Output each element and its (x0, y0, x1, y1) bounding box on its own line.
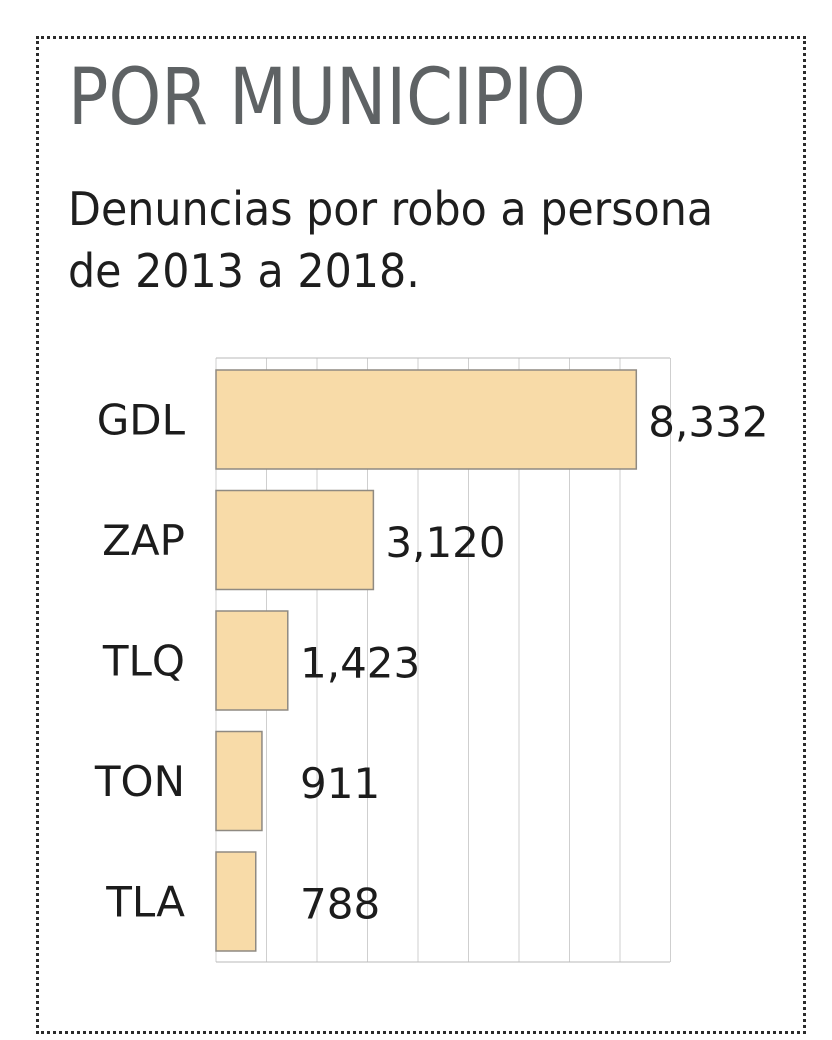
bar-ton (215, 730, 263, 832)
chart-subtitle: Denuncias por robo a persona de 2013 a 2… (68, 182, 714, 298)
bars (215, 369, 638, 952)
chart-title: POR MUNICIPIO (68, 53, 586, 143)
category-label-tlq: TLQ (102, 637, 185, 686)
category-labels: GDL ZAP TLQ TON TLA (94, 396, 186, 927)
value-labels: 8,332 3,120 1,423 911 788 (300, 398, 769, 929)
bar-zap (215, 489, 375, 591)
value-label-gdl: 8,332 (648, 398, 768, 447)
category-label-tla: TLA (105, 878, 185, 927)
value-label-tla: 788 (300, 880, 380, 929)
category-label-gdl: GDL (97, 396, 186, 445)
value-label-zap: 3,120 (385, 518, 505, 567)
bar-tlq (215, 610, 289, 711)
value-label-tlq: 1,423 (300, 639, 420, 688)
value-label-ton: 911 (300, 759, 380, 808)
dotted-frame (36, 36, 806, 1034)
category-label-ton: TON (94, 757, 185, 806)
category-label-zap: ZAP (102, 516, 185, 565)
bar-gdl (215, 369, 638, 470)
bar-tla (215, 851, 257, 952)
